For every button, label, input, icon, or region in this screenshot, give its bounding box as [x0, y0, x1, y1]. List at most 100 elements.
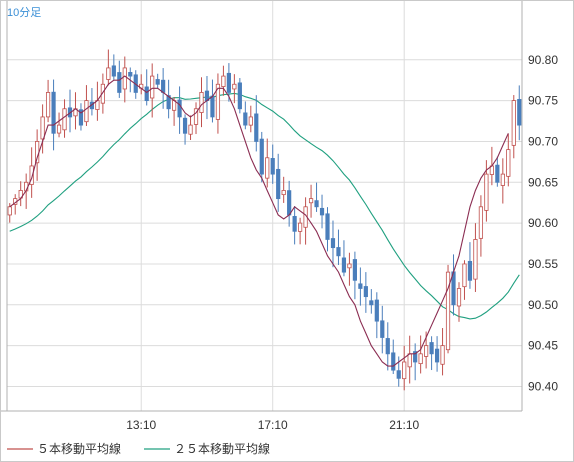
candle-down	[292, 216, 297, 232]
candle-down	[319, 207, 325, 216]
candle-up	[62, 108, 67, 131]
candle-up	[456, 288, 462, 307]
candle-up	[7, 206, 12, 216]
candle-down	[391, 352, 396, 371]
candle-down	[341, 257, 347, 273]
y-tick-label: 90.75	[528, 94, 558, 108]
candle-down	[128, 72, 133, 77]
candle-down	[363, 286, 368, 298]
candle-up	[232, 83, 237, 90]
candle-down	[467, 260, 473, 281]
candle-down	[270, 158, 275, 175]
candle-up	[407, 353, 412, 368]
candle-up	[221, 75, 226, 87]
candle-up	[308, 198, 314, 204]
candle-down	[226, 72, 231, 93]
candle-up	[440, 345, 445, 365]
candle-down	[237, 82, 242, 110]
candle-down	[287, 190, 292, 216]
candle-down	[369, 300, 374, 306]
candle-down	[144, 86, 149, 101]
candle-down	[325, 213, 330, 240]
candle-down	[330, 238, 336, 249]
candle-up	[56, 124, 62, 134]
candle-up	[500, 173, 505, 186]
candle-down	[352, 259, 357, 281]
candle-down	[117, 72, 122, 93]
ma25-line	[9, 92, 520, 320]
candle-up	[215, 83, 221, 120]
legend-ma25-label: ２５本移動平均線	[174, 441, 270, 456]
y-tick-label: 90.50	[528, 298, 558, 312]
candle-down	[314, 200, 319, 208]
candle-up	[418, 353, 423, 365]
y-tick-label: 90.65	[528, 175, 558, 189]
period-label: 10分足	[7, 6, 41, 19]
candle-down	[259, 138, 264, 175]
candle-up	[40, 116, 45, 140]
ma5-series	[9, 75, 509, 367]
candle-down	[111, 65, 116, 77]
candle-up	[462, 263, 467, 288]
candle-down	[254, 113, 259, 142]
y-tick-label: 90.60	[528, 216, 558, 230]
candle-up	[511, 100, 516, 146]
candle-down	[429, 342, 434, 355]
y-tick-label: 90.55	[528, 257, 558, 271]
legend-ma5-label: ５本移動平均線	[37, 441, 121, 456]
candle-up	[281, 190, 286, 196]
candle-up	[473, 239, 478, 280]
candle-up	[122, 67, 127, 90]
axes	[1, 1, 523, 412]
legend: ５本移動平均線 ２５本移動平均線	[7, 441, 270, 456]
candle-down	[374, 299, 379, 322]
candle-up	[402, 361, 407, 380]
candle-up	[150, 75, 155, 99]
candle-down	[78, 109, 84, 126]
candle-up	[424, 345, 429, 357]
candle-up	[100, 83, 105, 104]
candle-up	[199, 92, 204, 113]
candle-up	[188, 124, 193, 135]
candle-down	[495, 164, 500, 183]
x-tick-label: 21:10	[389, 418, 419, 432]
candle-up	[265, 157, 270, 179]
candle-up	[193, 108, 199, 125]
candle-down	[155, 79, 160, 85]
candle-up	[347, 263, 352, 269]
candle-up	[84, 100, 89, 123]
ma5-line	[9, 75, 509, 367]
ma25-series	[9, 92, 520, 320]
candle-down	[434, 348, 440, 363]
candle-up	[484, 173, 489, 211]
candle-down	[276, 168, 281, 200]
candle-up	[45, 92, 51, 118]
candle-down	[210, 95, 215, 118]
y-tick-label: 90.45	[528, 339, 558, 353]
x-tick-label: 13:10	[126, 418, 156, 432]
candle-up	[248, 116, 253, 126]
candle-down	[243, 112, 248, 126]
y-tick-label: 90.80	[528, 53, 558, 67]
candle-down	[177, 99, 182, 118]
y-tick-label: 90.70	[528, 134, 558, 148]
grid-lines	[7, 1, 522, 411]
candle-down	[517, 99, 522, 126]
candle-up	[445, 271, 451, 351]
candle-down	[51, 91, 56, 134]
candle-down	[385, 338, 390, 355]
x-tick-label: 17:10	[258, 418, 288, 432]
candle-down	[336, 247, 341, 257]
candle-up	[478, 206, 484, 239]
candle-down	[413, 351, 418, 363]
candle-down	[182, 117, 188, 134]
candle-up	[506, 149, 511, 177]
y-tick-label: 90.40	[528, 379, 558, 393]
candle-down	[380, 320, 385, 338]
candle-down	[358, 283, 363, 289]
axis-labels: 90.80 90.75 90.70 90.65 90.60 90.55 90.50 90.45…	[126, 53, 558, 432]
candle-up	[298, 222, 303, 232]
candle-up	[29, 165, 34, 185]
